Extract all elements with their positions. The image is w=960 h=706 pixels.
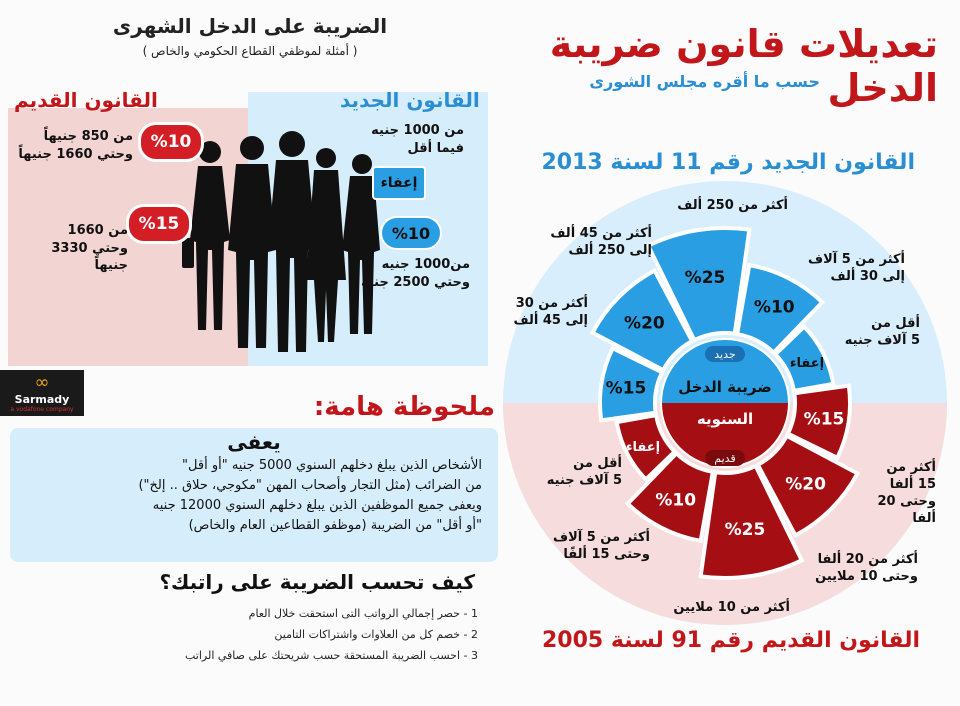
old-seg-label: أكثر من 20 ألفا وحتى 10 ملايين <box>815 552 918 584</box>
new-2-rate: %25 <box>685 268 726 288</box>
old-2-rate: %25 <box>725 520 766 540</box>
new-1-segment <box>734 262 826 356</box>
old-seg-label: أقل من 5 آلاف جنيه <box>546 456 622 488</box>
wheel-old-title: القانون القديم رقم 91 لسنة 2005 <box>541 628 920 653</box>
new-4-rate: %15 <box>606 378 647 398</box>
sarmady-logo: ∞ Sarmady a vodafone company <box>0 370 84 416</box>
old-4-rate: %15 <box>804 410 845 430</box>
new-seg-label: أكثر من 45 ألف إلى 250 ألف <box>550 226 652 258</box>
note-body: الأشخاص الذين يبلغ دخلهم السنوي 5000 جني… <box>138 458 482 534</box>
new-2-segment <box>645 226 752 343</box>
old-3-rate: %20 <box>785 475 826 495</box>
people-silhouette <box>182 131 380 352</box>
howto-step: 1 - حصر إجمالي الرواتب التى استحقت خلال … <box>248 607 478 620</box>
old-seg-label: أكثر من 15 ألفا وحتى 20 ألفا <box>877 460 936 526</box>
tax-wheel: إعفاء %10 %25 %20 %15 إعفاء %10 %25 %20 %15 جديد… <box>503 181 947 625</box>
old-law-label: القانون القديم <box>14 88 158 112</box>
howto-steps: 1 - حصر إجمالي الرواتب التى استحقت خلال … <box>120 604 478 667</box>
new-3-segment <box>589 267 695 373</box>
new-1-rate: %10 <box>754 297 795 317</box>
new-0-segment <box>772 323 836 394</box>
new-exempt-badge: إعفاء <box>372 166 426 200</box>
wheel-new-title: القانون الجديد رقم 11 لسنة 2013 <box>541 150 915 175</box>
note-box: يعفى الأشخاص الذين يبلغ دخلهم السنوي 500… <box>10 428 498 562</box>
main-title: تعديلات قانون ضريبة الدخل <box>549 22 938 110</box>
new-0-rate: إعفاء <box>790 356 824 371</box>
old-10-badge: %10 <box>138 122 204 162</box>
howto-step: 3 - احسب الضريبة المستحقة حسب شريحتك على… <box>184 648 478 662</box>
old-15-badge: %15 <box>126 204 192 244</box>
monthly-title: الضريبة على الدخل الشهرى <box>112 14 388 38</box>
new-4-segment <box>598 345 665 423</box>
old-1-rate: %10 <box>655 491 696 511</box>
logo-mark-icon: ∞ <box>34 372 50 393</box>
new-seg-label: أقل من 5 آلاف جنيه <box>844 316 920 348</box>
center-new-tag: جديد <box>714 348 735 361</box>
center-bottom-text: السنويه <box>697 410 753 428</box>
old-3-segment <box>755 433 861 539</box>
new-seg-label: أكثر من 250 ألف <box>677 198 788 213</box>
old-1-segment <box>624 450 716 544</box>
new-10-text: من1000 جنيه وحتي 2500 جنيه <box>360 257 470 290</box>
howto-step: 2 - خصم كل من العلاوات واشتراكات التامين <box>274 627 478 641</box>
center-bottom <box>662 403 788 466</box>
old-2-segment <box>698 463 805 580</box>
new-3-rate: %20 <box>624 313 665 333</box>
old-15-text: من 1660 وحتي 3330 جنيهاً <box>51 223 128 274</box>
note-heading: يعفى <box>227 430 281 454</box>
old-10-text: من 850 جنيهاً وحتي 1660 جنيهاً <box>18 129 133 162</box>
old-4-segment <box>785 383 852 461</box>
howto-title: كيف تحسب الضريبة على راتبك؟ <box>159 570 475 594</box>
old-seg-label: أكثر من 5 آلاف وحتى 15 ألفًا <box>552 530 650 562</box>
new-seg-label: أكثر من 30 إلى 45 ألف <box>513 296 588 328</box>
old-seg-label: أكثر من 10 ملايين <box>673 600 790 615</box>
new-seg-label: أكثر من 5 آلاف إلى 30 ألف <box>807 252 905 284</box>
old-0-segment <box>614 412 678 483</box>
new-law-label: القانون الجديد <box>340 88 480 112</box>
center-top <box>662 340 788 403</box>
note-title: ملحوظة هامة: <box>313 392 495 422</box>
monthly-subtitle: ( أمثلة لموظفي القطاع الحكومي والخاص ) <box>142 44 358 58</box>
new-10-badge: %10 <box>380 216 442 250</box>
old-0-rate: إعفاء <box>626 440 660 455</box>
new-exempt-text: من 1000 جنيه فيما أقل <box>371 123 464 156</box>
center-top-text: ضريبة الدخل <box>678 378 772 396</box>
main-subtitle: حسب ما أقره مجلس الشورى <box>589 72 820 91</box>
center-old-tag: قديم <box>714 452 735 465</box>
